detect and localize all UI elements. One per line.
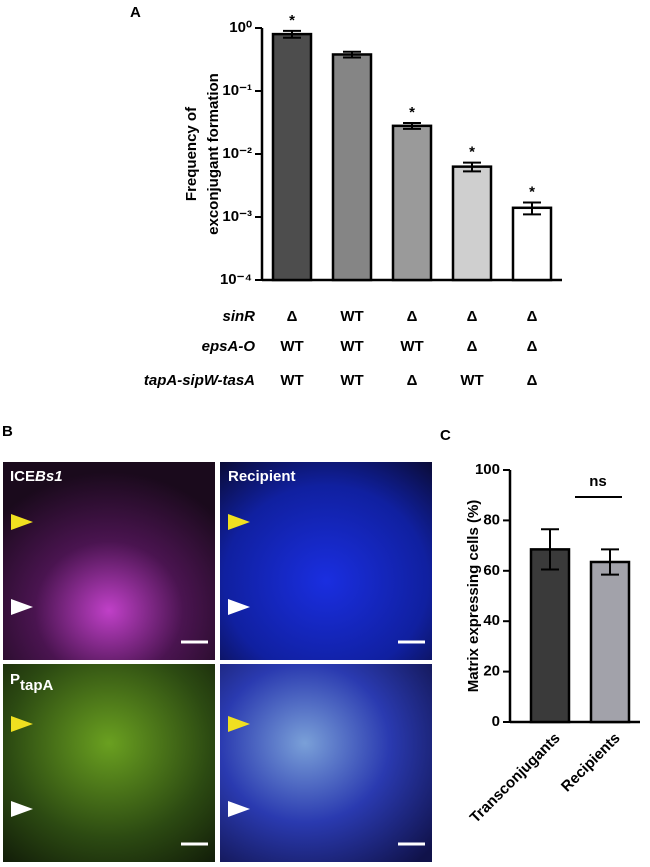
genotype-value: WT — [340, 338, 363, 355]
micrograph — [3, 462, 215, 660]
error-bar — [523, 201, 541, 216]
micrograph — [3, 664, 215, 862]
micrograph-label: ICEBs1 — [10, 468, 63, 485]
genotype-value: Δ — [467, 338, 478, 355]
genotype-value: WT — [280, 372, 303, 389]
significance-marker: * — [409, 104, 415, 121]
y-tick-label: 0 — [492, 713, 500, 730]
genotype-label: tapA-sipW-tasA — [144, 372, 255, 389]
arrowhead — [228, 514, 250, 530]
genotype-value: WT — [340, 372, 363, 389]
bar — [391, 124, 433, 282]
bar — [529, 548, 571, 724]
genotype-value: WT — [340, 308, 363, 325]
y-tick-label: 40 — [483, 612, 500, 629]
error-bar — [283, 29, 301, 39]
y-tick-label: 10⁻² — [222, 145, 252, 162]
error-bar — [343, 50, 361, 59]
y-tick-label: 10⁰ — [229, 19, 252, 36]
arrowhead — [228, 716, 250, 732]
genotype-value: WT — [460, 372, 483, 389]
y-axis-label: Frequency of — [183, 106, 200, 201]
genotype-label: epsA-O — [202, 338, 256, 355]
arrowhead — [11, 599, 33, 615]
micrograph-label: PtapA — [10, 671, 54, 694]
genotype-value: WT — [280, 338, 303, 355]
bar — [589, 560, 631, 724]
genotype-value: Δ — [287, 308, 298, 325]
error-bar — [541, 528, 559, 571]
significance-marker: * — [289, 12, 295, 29]
genotype-value: Δ — [407, 308, 418, 325]
significance-marker: * — [529, 183, 535, 200]
significance-marker: * — [469, 144, 475, 161]
arrowhead — [228, 599, 250, 615]
error-bar — [403, 122, 421, 130]
y-axis-label: Matrix expressing cells (%) — [465, 500, 482, 693]
bar — [511, 206, 553, 282]
arrowhead — [11, 514, 33, 530]
y-tick-label: 10⁻³ — [222, 208, 252, 225]
bar — [331, 53, 373, 282]
error-bar — [463, 161, 481, 173]
genotype-value: Δ — [407, 372, 418, 389]
error-bar — [601, 548, 619, 576]
arrowhead — [11, 801, 33, 817]
arrowhead — [228, 801, 250, 817]
y-tick-label: 80 — [483, 511, 500, 528]
y-tick-label: 20 — [483, 663, 500, 680]
genotype-value: Δ — [527, 372, 538, 389]
x-tick-label: Recipients — [558, 730, 624, 796]
micrograph-label: Recipient — [228, 468, 296, 485]
arrowhead — [11, 716, 33, 732]
y-tick-label: 10⁻¹ — [222, 82, 252, 99]
x-tick-label: Transconjugants — [467, 730, 564, 827]
panel-label: A — [130, 4, 141, 21]
genotype-value: Δ — [467, 308, 478, 325]
micrographs: ICEBs1 Recipient PtapA — [3, 462, 432, 862]
panel-label: C — [440, 427, 451, 444]
significance-label: ns — [589, 473, 607, 490]
genotype-label: sinR — [222, 308, 255, 325]
y-tick-label: 10⁻⁴ — [220, 271, 252, 288]
y-tick-label: 100 — [475, 461, 500, 478]
genotype-value: Δ — [527, 338, 538, 355]
panel-label: B — [2, 423, 13, 440]
y-tick-label: 60 — [483, 562, 500, 579]
micrograph — [220, 664, 432, 862]
y-axis-label: exconjugant formation — [205, 73, 222, 235]
genotype-value: WT — [400, 338, 423, 355]
micrograph — [220, 462, 432, 660]
bar — [271, 32, 313, 282]
bar — [451, 165, 493, 282]
genotype-value: Δ — [527, 308, 538, 325]
